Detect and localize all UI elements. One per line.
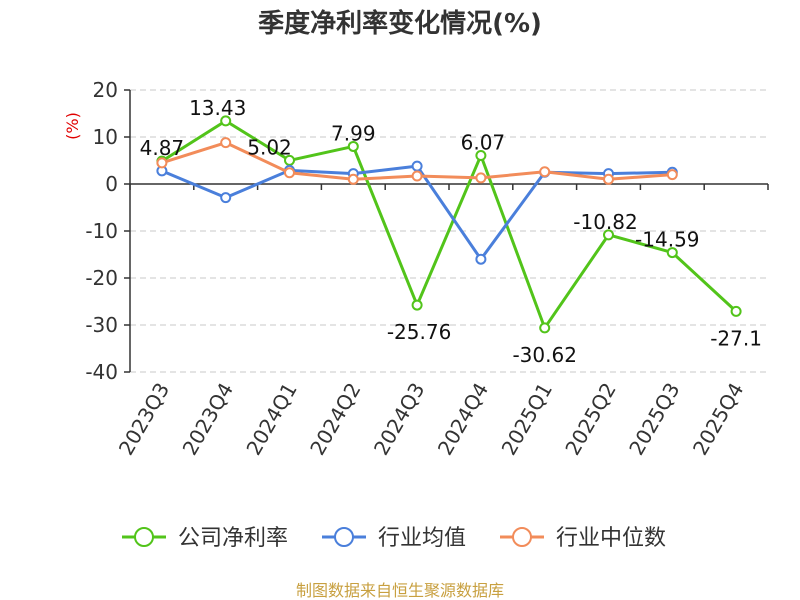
- data-point[interactable]: [730, 305, 742, 317]
- data-point[interactable]: [603, 229, 614, 241]
- data-label: -25.76: [387, 320, 451, 344]
- chart-title: 季度净利率变化情况(%): [258, 8, 542, 39]
- x-tick-label: 2023Q4: [178, 379, 238, 460]
- legend-item-1[interactable]: 行业均值: [322, 526, 466, 551]
- data-label: 7.99: [331, 121, 376, 145]
- legend-marker-icon: [334, 527, 354, 547]
- y-tick-label: 10: [93, 125, 118, 149]
- data-label: -10.82: [573, 210, 637, 234]
- x-tick-label: 2025Q4: [688, 379, 748, 460]
- x-tick-label: 2024Q2: [305, 379, 365, 460]
- data-point[interactable]: [347, 140, 359, 152]
- x-tick-label: 2025Q3: [624, 379, 684, 460]
- y-tick-label: -40: [85, 360, 118, 384]
- x-tick-label: 2025Q1: [497, 379, 557, 460]
- legend[interactable]: 公司净利率 行业均值 行业中位数: [122, 526, 666, 551]
- y-axis-label: (%): [63, 112, 82, 140]
- legend-label: 行业均值: [378, 526, 466, 551]
- data-point[interactable]: [220, 137, 232, 149]
- y-tick-label: -20: [85, 266, 118, 290]
- y-tick-label: -10: [85, 219, 118, 243]
- data-point[interactable]: [347, 173, 359, 185]
- legend-label: 公司净利率: [178, 526, 288, 551]
- legend-marker-icon: [134, 527, 154, 547]
- data-point[interactable]: [475, 253, 487, 265]
- data-point[interactable]: [539, 166, 551, 178]
- data-label: -14.59: [635, 228, 699, 252]
- grid-lines: [130, 89, 768, 373]
- legend-label: 行业中位数: [556, 526, 666, 551]
- series-lines: [156, 115, 742, 334]
- data-point[interactable]: [411, 299, 423, 311]
- data-labels: 4.8713.435.027.99-25.766.07-30.62-10.82-…: [140, 96, 762, 367]
- data-point[interactable]: [666, 169, 678, 181]
- data-point[interactable]: [411, 160, 423, 172]
- legend-item-0[interactable]: 公司净利率: [122, 526, 288, 551]
- data-label: -27.1: [710, 326, 762, 350]
- data-label: 13.43: [189, 96, 246, 120]
- data-point[interactable]: [411, 170, 423, 182]
- data-point[interactable]: [475, 149, 487, 161]
- y-tick-label: 20: [93, 78, 118, 102]
- legend-marker-icon: [512, 527, 532, 547]
- data-point[interactable]: [156, 157, 168, 169]
- data-point[interactable]: [220, 192, 232, 204]
- data-point[interactable]: [220, 115, 232, 127]
- x-tick-label: 2024Q4: [433, 379, 493, 460]
- legend-item-2[interactable]: 行业中位数: [500, 526, 666, 551]
- data-point[interactable]: [603, 173, 614, 185]
- data-label: 6.07: [461, 130, 506, 154]
- x-tick-label: 2024Q1: [241, 379, 301, 460]
- y-tick-label: 0: [105, 172, 118, 196]
- x-tick-label: 2025Q2: [560, 379, 620, 460]
- data-point[interactable]: [539, 322, 551, 334]
- data-label: 5.02: [247, 135, 292, 159]
- data-label: 4.87: [140, 136, 185, 160]
- x-tick-label: 2024Q3: [369, 379, 429, 460]
- x-tick-label: 2023Q3: [114, 379, 174, 460]
- y-tick-label: -30: [85, 313, 118, 337]
- data-point[interactable]: [666, 247, 678, 259]
- data-label: -30.62: [512, 343, 576, 367]
- series-line-0: [161, 119, 738, 330]
- data-point[interactable]: [475, 172, 487, 184]
- data-source-note: 制图数据来自恒生聚源数据库: [296, 581, 504, 600]
- data-point[interactable]: [284, 167, 295, 179]
